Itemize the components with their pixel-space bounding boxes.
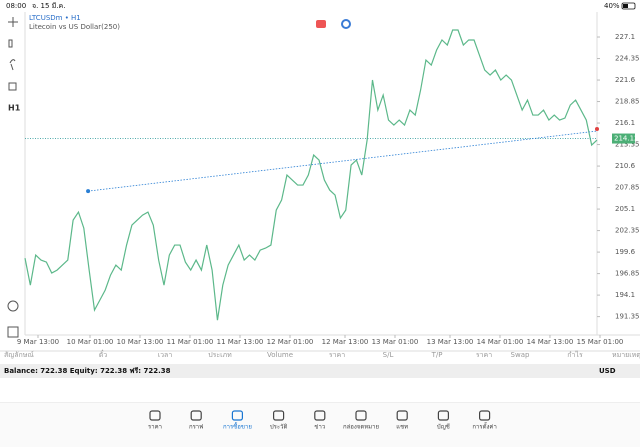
y-tick-label: 224.35 [615,55,640,63]
table-column-header: เวลา [158,351,173,359]
objects-tool[interactable] [8,82,17,91]
x-tick-label: 15 Mar 01:00 [577,338,624,346]
x-tick-label: 10 Mar 13:00 [117,338,164,346]
tab-icon[interactable] [231,410,243,421]
y-tick-label: 227.1 [615,33,635,41]
status-battery: 40% [604,2,620,10]
y-tick-label: 199.6 [615,248,636,256]
tab-icon[interactable] [355,410,367,421]
status-date: จ. 15 มี.ค. [32,2,65,10]
table-column-header: หมายเหตุ [612,351,640,359]
tab-label[interactable]: ข่าว [314,424,325,431]
left-toolbar [7,17,19,338]
tab-label[interactable]: การตั้งค่า [472,421,496,431]
x-tick-label: 14 Mar 13:00 [527,338,574,346]
y-tick-label: 194.1 [615,291,635,299]
x-tick-label: 14 Mar 01:00 [477,338,524,346]
current-price-box [612,133,635,144]
chart-subtitle: Litecoin vs US Dollar(250) [29,23,120,31]
table-column-header: Volume [267,351,293,359]
table-column-header: ตั๋ว [99,350,108,359]
status-time: 08:00 [6,2,26,10]
table-column-header: กำไร [567,350,583,359]
x-tick-label: 12 Mar 01:00 [267,338,314,346]
battery-icon [621,2,636,10]
y-tick-label: 207.85 [615,184,640,192]
sync-button[interactable] [341,19,351,29]
tab-icon[interactable] [314,410,326,421]
table-column-header: ประเภท [208,351,232,359]
y-tick-label: 191.35 [615,313,640,321]
x-tick-label: 11 Mar 13:00 [217,338,264,346]
table-column-header: ราคา [329,351,345,359]
trendline [88,130,598,192]
add-tool[interactable] [7,326,19,338]
indicator-tool[interactable] [9,59,16,71]
y-tick-label: 202.35 [615,227,640,235]
y-tick-label: 213.35 [615,141,640,149]
table-column-header: Swap [511,351,530,359]
table-column-header: S/L [383,351,394,359]
trendline-end[interactable] [595,127,599,132]
battery-level [623,4,628,8]
tab-label[interactable]: บัญชี [437,423,450,431]
trade-button[interactable] [316,20,326,28]
current-price-label: 214.12 [614,135,639,143]
chart-title: LTCUSDm • H1 [29,14,81,22]
tab-label[interactable]: แชท [396,424,408,431]
table-column-header: T/P [431,351,443,359]
x-tick-label: 13 Mar 01:00 [372,338,419,346]
tab-label[interactable]: กล่องจดหมาย [343,424,379,431]
tab-icon[interactable] [190,410,202,421]
crosshair-tool[interactable] [8,17,18,27]
tab-icon[interactable] [437,410,449,421]
balance-currency: USD [599,367,616,375]
tab-label[interactable]: ราคา [148,424,162,431]
balance-text: Balance: 722.38 Equity: 722.38 ฟรี: 722.… [4,367,171,375]
tab-label[interactable]: ประวัติ [270,424,288,431]
balance-bar [0,364,640,378]
table-column-header: ราคา [476,351,492,359]
y-tick-label: 218.85 [615,98,640,106]
y-tick-label: 205.1 [615,205,635,213]
tab-icon[interactable] [273,410,285,421]
x-tick-label: 13 Mar 13:00 [427,338,474,346]
tab-icon[interactable] [479,410,491,421]
trendline-start[interactable] [86,189,91,194]
timeframe-button[interactable]: H1 [8,104,21,113]
x-tick-label: 12 Mar 13:00 [322,338,369,346]
y-tick-label: 216.1 [615,119,635,127]
price-line [24,29,598,321]
y-tick-label: 210.6 [615,162,636,170]
candle-tool[interactable] [8,39,13,48]
x-tick-label: 11 Mar 01:00 [167,338,214,346]
tab-label[interactable]: การซื้อขาย [223,421,252,431]
tab-label[interactable]: กราฟ [189,424,203,431]
x-tick-label: 10 Mar 01:00 [67,338,114,346]
zoom-tool[interactable] [7,300,19,312]
table-column-header: สัญลักษณ์ [4,351,34,359]
tab-icon[interactable] [149,410,161,421]
x-tick-label: 9 Mar 13:00 [17,338,59,346]
y-tick-label: 196.85 [615,270,640,278]
tabbar [0,403,640,447]
tab-icon[interactable] [396,410,408,421]
y-tick-label: 221.6 [615,76,636,84]
